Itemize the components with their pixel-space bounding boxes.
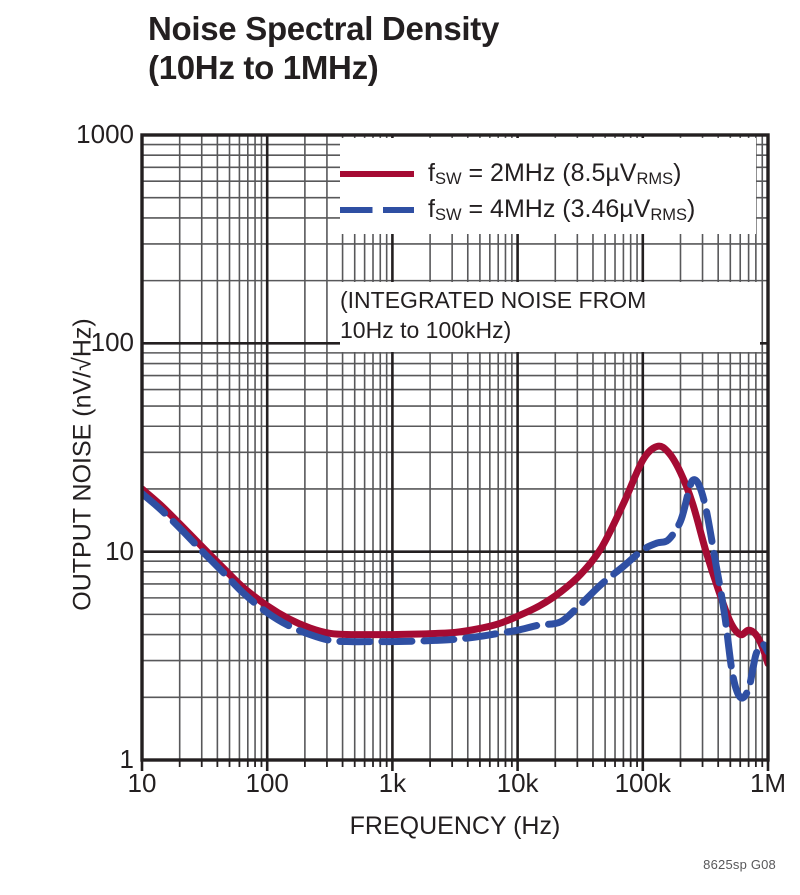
- x-tick-label: 1M: [749, 768, 787, 798]
- x-tick-label: 10k: [496, 768, 539, 798]
- x-tick-label: 10: [127, 768, 157, 798]
- y-axis-tick-labels: 1 10 100 1000: [8, 0, 134, 895]
- y-tick-label: 1: [119, 744, 134, 774]
- legend-swatch-solid-line-icon: [340, 171, 414, 177]
- legend-label-series-2: fSW = 4MHz (3.46µVRMS): [428, 195, 696, 224]
- legend-entry: fSW = 2MHz (8.5µVRMS): [340, 156, 756, 192]
- legend-entry: fSW = 4MHz (3.46µVRMS): [340, 192, 756, 228]
- legend: fSW = 2MHz (8.5µVRMS) fSW = 4MHz (3.46µV…: [340, 138, 756, 234]
- integrated-noise-annotation: (INTEGRATED NOISE FROM 10Hz to 100kHz): [340, 282, 760, 352]
- plot-frame: [140, 133, 770, 762]
- x-axis-title: FREQUENCY (Hz): [349, 812, 561, 840]
- data-curves: [142, 442, 768, 702]
- y-tick-label: 10: [105, 535, 134, 566]
- y-tick-label: 100: [90, 327, 134, 358]
- chart-title: Noise Spectral Density (10Hz to 1MHz): [148, 10, 500, 86]
- figure-caption: 8625sp G08: [703, 857, 776, 872]
- x-tick-label: 100: [245, 768, 289, 798]
- legend-swatch-dashed-line-icon: [340, 207, 414, 213]
- x-tick-label: 100k: [614, 768, 671, 798]
- series-line-2: [142, 476, 768, 702]
- y-tick-label: 1000: [76, 119, 134, 149]
- x-tick-label: 1k: [378, 768, 407, 798]
- series-line-1: [142, 442, 768, 668]
- legend-label-series-1: fSW = 2MHz (8.5µVRMS): [428, 159, 682, 188]
